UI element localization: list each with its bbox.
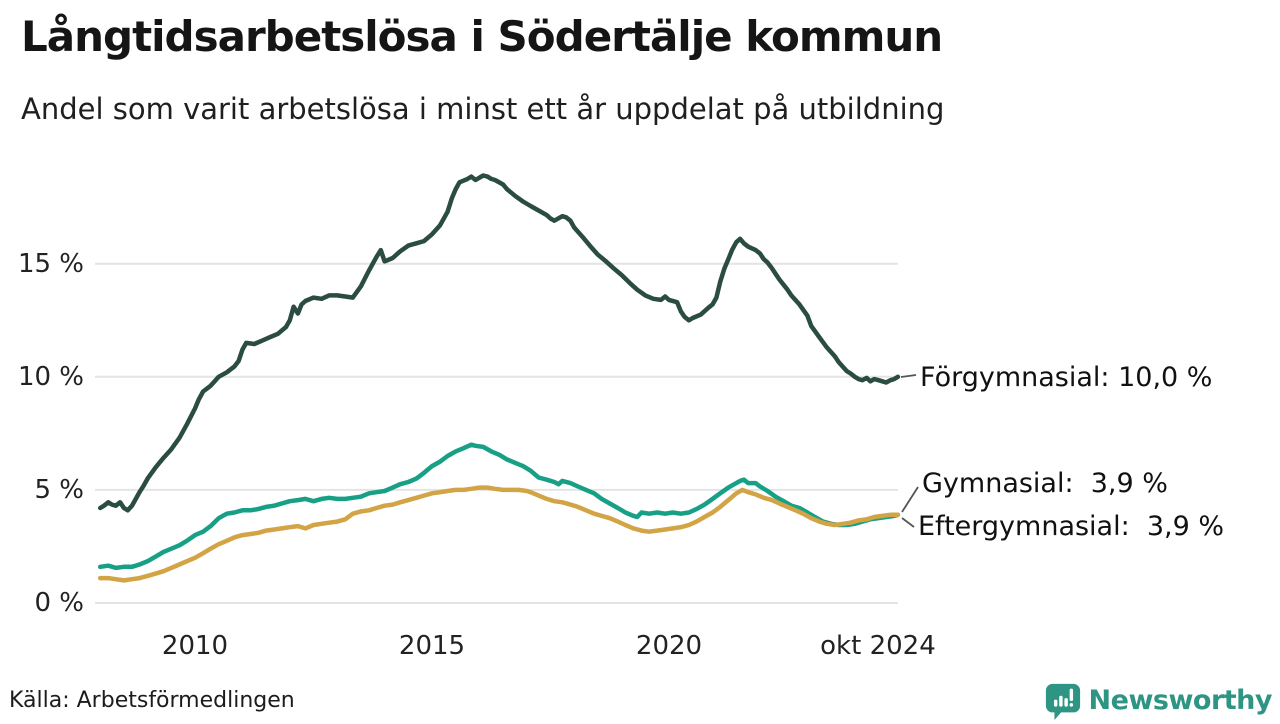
connector-eftergymnasial (901, 517, 915, 528)
series-line-eftergymnasial (97, 485, 901, 583)
newsworthy-logo: Newsworthy (1044, 681, 1273, 721)
source-note: Källa: Arbetsförmedlingen (9, 688, 295, 713)
y-tick-15: 15 % (17, 248, 84, 279)
x-tick-2010: 2010 (161, 631, 229, 661)
page-subtitle: Andel som varit arbetslösa i minst ett å… (21, 92, 945, 126)
connector-forgymnasial (900, 374, 917, 378)
end-label-forgymnasial: Förgymnasial: 10,0 % (920, 362, 1213, 393)
connector-gymnasial (901, 486, 919, 513)
series-line-frgymnasial (97, 173, 901, 513)
y-tick-10: 10 % (17, 361, 84, 392)
newsworthy-pin-barchart-icon (1044, 682, 1082, 720)
x-tick-2015: 2015 (398, 631, 466, 661)
series-line-gymnasial (97, 442, 901, 571)
end-label-eftergymnasial: Eftergymnasial: 3,9 % (918, 511, 1225, 542)
y-tick-5: 5 % (34, 474, 84, 505)
newsworthy-wordmark: Newsworthy (1088, 685, 1273, 716)
page-title: Långtidsarbetslösa i Södertälje kommun (21, 12, 943, 61)
end-label-gymnasial: Gymnasial: 3,9 % (922, 468, 1168, 499)
x-tick-okt-2024: okt 2024 (820, 631, 936, 661)
y-tick-0: 0 % (34, 588, 84, 618)
x-tick-2020: 2020 (635, 631, 703, 661)
